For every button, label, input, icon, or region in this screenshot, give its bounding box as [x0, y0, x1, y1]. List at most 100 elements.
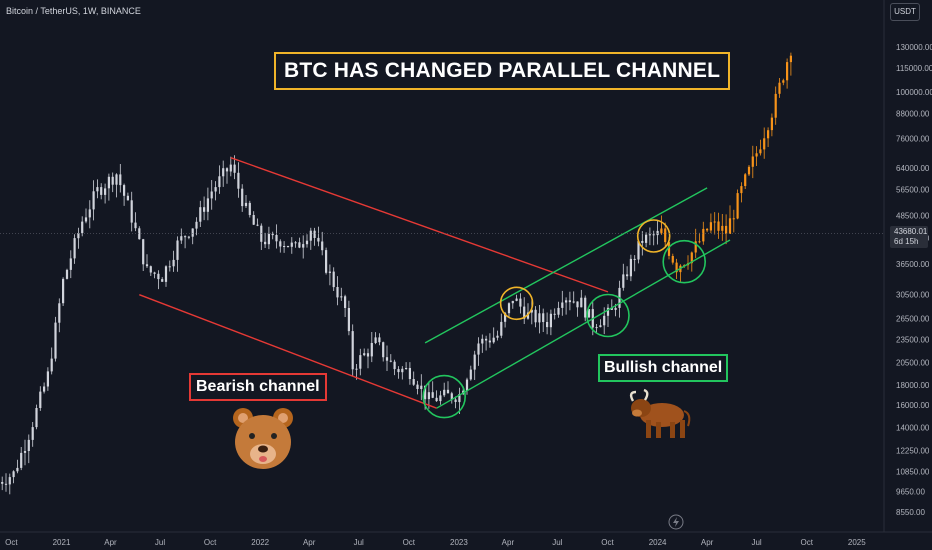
projection-candle [667, 242, 671, 256]
y-tick-label: 130000.00 [896, 43, 932, 52]
projection-candle [770, 117, 773, 131]
candle [580, 297, 583, 308]
candle [454, 399, 457, 402]
candle [248, 202, 251, 215]
candle [458, 394, 461, 403]
candle [43, 386, 46, 392]
candle [504, 313, 507, 322]
candle [626, 274, 629, 277]
candle [488, 340, 491, 343]
candle [309, 230, 312, 241]
candle [260, 225, 263, 242]
projection-candle [713, 221, 716, 223]
candle [530, 309, 533, 313]
x-tick-label: Oct [204, 538, 217, 547]
candle [229, 164, 232, 172]
candle [8, 477, 11, 485]
y-tick-label: 64000.00 [896, 164, 930, 173]
orange-highlight-circle [499, 286, 534, 321]
candle [542, 313, 545, 322]
candle [641, 241, 644, 243]
candle [20, 452, 23, 468]
candle [469, 369, 472, 380]
candle [241, 188, 244, 207]
projection-candle [782, 80, 785, 83]
candle [435, 397, 438, 402]
orange-highlight-circle [636, 219, 671, 253]
projection-candle [694, 241, 697, 253]
last-price-value: 43680.01 [894, 227, 928, 236]
currency-badge[interactable]: USDT [890, 3, 920, 21]
candle [595, 327, 598, 329]
projection-candle [751, 156, 754, 167]
last-price-countdown: 6d 15h [894, 237, 919, 246]
candle [77, 233, 80, 239]
projection-candle [778, 82, 781, 94]
candle [27, 439, 30, 451]
symbol-label[interactable]: Bitcoin / TetherUS, 1W, BINANCE [6, 6, 141, 16]
candle [622, 274, 625, 288]
candle [126, 195, 129, 201]
projection-candle [709, 222, 712, 231]
candle [23, 451, 27, 453]
bull-icon [629, 388, 691, 438]
green-highlight-circle [586, 293, 630, 338]
projection-candle [702, 228, 705, 242]
y-tick-label: 23500.00 [896, 335, 930, 344]
candle [153, 272, 156, 274]
candle [366, 353, 370, 357]
candle [557, 307, 560, 315]
projection-candle [747, 166, 751, 175]
x-tick-label: 2025 [848, 538, 866, 547]
x-tick-label: 2022 [251, 538, 269, 547]
candle [515, 298, 518, 301]
candle [328, 271, 331, 273]
projection-candle [728, 218, 732, 234]
projection-candle [736, 193, 739, 219]
green-highlight-circle [662, 239, 707, 284]
candle [130, 200, 133, 223]
candle [100, 187, 103, 195]
candle [546, 322, 549, 328]
candle [54, 322, 57, 359]
y-tick-label: 8550.00 [896, 508, 925, 517]
price-scale [884, 0, 932, 532]
candle [180, 236, 183, 241]
candle [481, 338, 484, 344]
candle [485, 338, 488, 341]
candle [264, 241, 267, 245]
candle [172, 259, 175, 267]
projection-candle [664, 228, 667, 243]
candle [92, 191, 95, 210]
lightning-icon[interactable] [668, 514, 684, 530]
candle [465, 379, 469, 391]
candle [351, 331, 354, 370]
candle [142, 239, 145, 265]
candle [46, 371, 49, 387]
candle [256, 224, 259, 226]
candle [652, 234, 655, 236]
candle [549, 313, 552, 328]
y-tick-label: 26500.00 [896, 315, 930, 324]
candle [187, 236, 190, 238]
candle [374, 337, 377, 343]
candle [271, 233, 274, 236]
candle [31, 427, 34, 440]
candle [222, 168, 225, 177]
bullish-channel-upper [424, 187, 708, 344]
y-tick-label: 10850.00 [896, 467, 930, 476]
candle [393, 361, 396, 370]
candle [176, 240, 179, 260]
candle [275, 235, 278, 242]
candle [344, 296, 347, 308]
candle [599, 325, 602, 328]
candle [382, 342, 385, 358]
y-tick-label: 100000.00 [896, 88, 932, 97]
candle [500, 321, 503, 336]
candle [191, 228, 194, 237]
projection-candle [740, 186, 743, 194]
y-tick-label: 9650.00 [896, 487, 925, 496]
candle [96, 187, 99, 192]
candle [233, 164, 236, 173]
